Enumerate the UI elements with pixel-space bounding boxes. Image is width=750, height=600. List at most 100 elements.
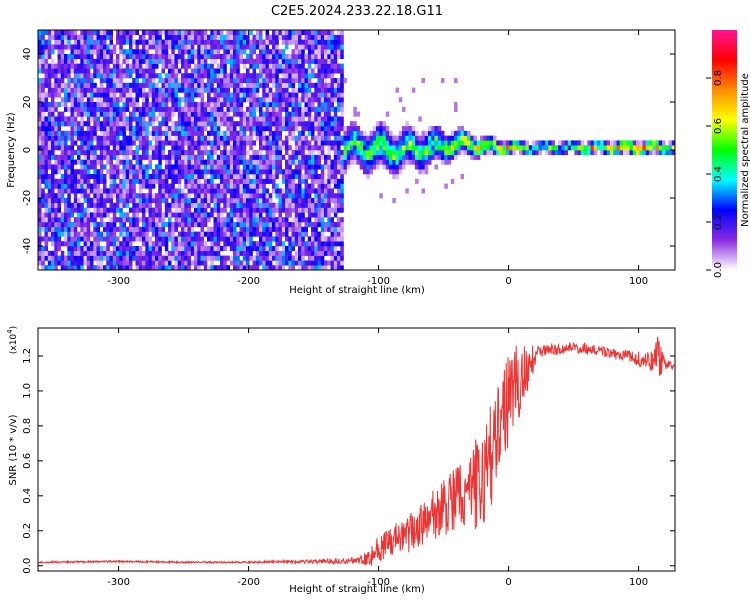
heatmap-cell	[103, 49, 107, 55]
heatmap-cell	[132, 39, 136, 45]
heatmap-cell	[389, 164, 393, 170]
heatmap-cell	[129, 188, 133, 194]
heatmap-cell	[333, 145, 338, 151]
heatmap-cell	[203, 250, 208, 256]
heatmap-cell	[223, 164, 227, 170]
heatmap-cell	[148, 226, 152, 232]
heatmap-cell	[242, 49, 247, 55]
heatmap-cell	[580, 140, 585, 146]
heatmap-xtick-label: -100	[367, 276, 390, 287]
heatmap-cell	[106, 73, 110, 79]
heatmap-cell	[38, 246, 42, 252]
heatmap-cell	[304, 73, 308, 79]
heatmap-cell	[171, 193, 175, 199]
heatmap-cell	[382, 150, 386, 156]
heatmap-cell	[259, 135, 263, 141]
heatmap-cell	[376, 140, 380, 146]
heatmap-cell	[476, 140, 481, 146]
heatmap-cell	[288, 193, 292, 199]
heatmap-cell	[327, 250, 331, 256]
heatmap-cell	[223, 87, 227, 93]
heatmap-cell	[311, 241, 315, 247]
heatmap-cell	[77, 44, 81, 50]
heatmap-cell	[125, 92, 130, 98]
heatmap-cell	[67, 231, 71, 237]
heatmap-cell	[80, 121, 84, 127]
heatmap-cell	[67, 73, 71, 79]
heatmap-cell	[194, 250, 198, 256]
heatmap-cell	[109, 226, 113, 232]
heatmap-cell	[132, 202, 136, 208]
heatmap-cell	[223, 260, 227, 266]
heatmap-cell	[392, 169, 396, 175]
heatmap-cell	[343, 78, 347, 84]
heatmap-cell	[454, 78, 458, 84]
heatmap-cell	[324, 241, 328, 247]
heatmap-cell	[333, 265, 338, 270]
heatmap-cell	[148, 178, 152, 184]
heatmap-cell	[181, 250, 185, 256]
heatmap-cell	[109, 82, 113, 88]
heatmap-cell	[132, 87, 136, 93]
heatmap-cell	[73, 265, 78, 270]
heatmap-cell	[158, 44, 162, 50]
heatmap-cell	[51, 111, 55, 117]
heatmap-cell	[213, 87, 218, 93]
heatmap-cell	[44, 78, 48, 84]
heatmap-cell	[174, 73, 178, 79]
heatmap-cell	[181, 87, 185, 93]
heatmap-cell	[327, 178, 331, 184]
heatmap-cell	[265, 159, 269, 165]
heatmap-cell	[158, 58, 162, 64]
heatmap-cell	[480, 140, 484, 146]
heatmap-cell	[652, 145, 656, 151]
heatmap-cell	[174, 159, 178, 165]
heatmap-cell	[70, 126, 74, 132]
heatmap-cell	[233, 97, 237, 103]
heatmap-cell	[337, 39, 341, 45]
heatmap-cell	[525, 145, 529, 151]
heatmap-cell	[86, 164, 91, 170]
heatmap-cell	[330, 126, 334, 132]
heatmap-cell	[54, 135, 58, 141]
heatmap-cell	[47, 30, 52, 36]
heatmap-cell	[67, 106, 71, 112]
heatmap-cell	[285, 92, 289, 98]
heatmap-cell	[249, 188, 253, 194]
heatmap-cell	[190, 169, 195, 175]
heatmap-cell	[145, 106, 149, 112]
heatmap-cell	[255, 241, 260, 247]
heatmap-cell	[138, 126, 143, 132]
heatmap-cell	[275, 126, 279, 132]
heatmap-cell	[122, 255, 126, 261]
heatmap-cell	[119, 92, 123, 98]
heatmap-cell	[327, 159, 331, 165]
heatmap-cell	[304, 97, 308, 103]
heatmap-cell	[327, 97, 331, 103]
heatmap-cell	[184, 159, 188, 165]
heatmap-cell	[275, 222, 279, 228]
heatmap-cell	[197, 174, 201, 180]
heatmap-cell	[151, 226, 156, 232]
heatmap-cell	[54, 202, 58, 208]
heatmap-cell	[116, 226, 120, 232]
heatmap-cell	[145, 126, 149, 132]
heatmap-cell	[311, 116, 315, 122]
heatmap-cell	[285, 44, 289, 50]
snr-series-line	[38, 336, 675, 566]
heatmap-cell	[476, 154, 481, 160]
heatmap-cell	[125, 241, 130, 247]
heatmap-cell	[155, 63, 159, 69]
heatmap-cell	[259, 183, 263, 189]
heatmap-cell	[197, 63, 201, 69]
heatmap-cell	[288, 236, 292, 242]
heatmap-cell	[38, 178, 42, 184]
heatmap-cell	[285, 34, 289, 40]
heatmap-cell	[67, 236, 71, 242]
heatmap-cell	[96, 73, 100, 79]
heatmap-cell	[434, 135, 438, 141]
heatmap-cell	[151, 126, 156, 132]
heatmap-cell	[158, 78, 162, 84]
heatmap-cell	[262, 54, 266, 60]
heatmap-cell	[190, 150, 195, 156]
